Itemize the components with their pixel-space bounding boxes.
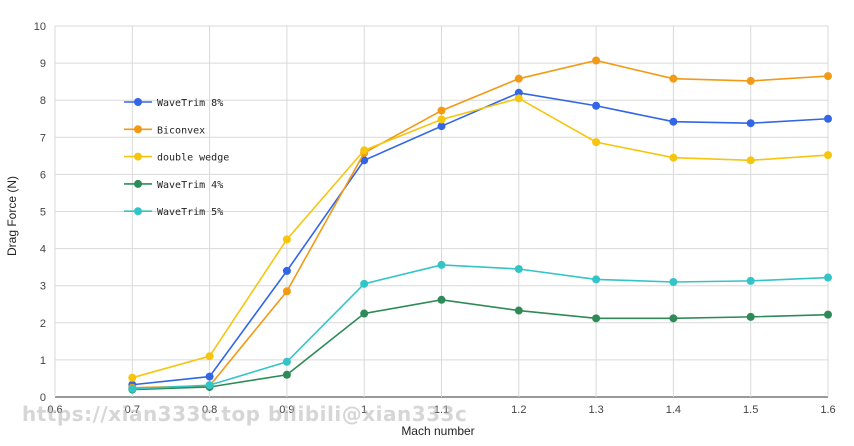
data-point [746,119,755,128]
legend-item: WaveTrim 5% [124,207,223,218]
data-point [437,106,446,115]
data-point [592,275,601,284]
data-point [669,314,678,323]
data-point [592,101,601,110]
y-tick-label: 1 [40,355,46,367]
x-tick-label: 1.6 [820,404,835,416]
data-point [669,117,678,126]
legend-item: double wedge [124,152,229,164]
data-point [824,72,832,81]
y-tick-label: 10 [34,21,46,33]
series-0 [128,88,832,389]
y-tick-label: 2 [40,318,46,330]
data-point [282,235,291,244]
legend-label: WaveTrim 8% [157,98,223,109]
y-tick-label: 8 [40,95,46,107]
y-tick-label: 7 [40,132,46,144]
legend-label: WaveTrim 5% [157,207,223,218]
x-tick-label: 1.2 [511,404,526,416]
legend: WaveTrim 8% Biconvex double wedge WaveTrim … [124,98,229,218]
legend-item: WaveTrim 4% [124,179,223,191]
data-point [360,279,369,288]
legend-label: WaveTrim 4% [157,180,223,191]
legend-swatch-marker [134,179,142,188]
data-point [592,138,601,147]
data-point [514,265,523,274]
y-tick-label: 0 [40,392,46,404]
legend-label: double wedge [157,153,229,164]
y-tick-label: 9 [40,58,46,70]
x-axis-title: Mach number [401,424,474,438]
data-point [128,373,137,382]
data-point [746,76,755,85]
x-tick-label: 1.1 [434,404,449,416]
data-point [437,115,446,124]
y-axis-ticks: 0 1 2 3 4 5 6 7 8 9 10 [34,21,46,404]
data-point [205,372,214,381]
data-point [746,312,755,321]
data-point [437,260,446,269]
data-point [282,266,291,275]
y-tick-label: 3 [40,281,46,293]
x-tick-label: 1.5 [743,404,758,416]
data-point [824,151,832,160]
legend-item: WaveTrim 8% [124,98,223,109]
legend-label: Biconvex [157,125,205,136]
data-point [360,156,369,165]
data-point [205,381,214,390]
data-point [514,88,523,97]
series-line [132,298,829,391]
data-point [437,295,446,304]
series-line [132,91,829,386]
x-tick-label: 0.9 [279,404,294,416]
data-point [205,352,214,361]
data-point [282,287,291,296]
data-point [514,94,523,103]
data-point [669,277,678,286]
legend-swatch-marker [134,207,142,216]
data-point [592,314,601,323]
data-point [437,122,446,131]
y-tick-label: 5 [40,207,46,219]
data-point [824,273,832,282]
y-tick-label: 6 [40,169,46,181]
data-point [360,146,369,155]
x-tick-label: 1.3 [588,404,603,416]
series [128,56,832,394]
data-point [282,370,291,379]
watermark: https://xian333c.top bilibili@xian333c [22,402,468,426]
y-axis-title: Drag Force (N) [5,176,19,256]
series-1 [128,56,832,392]
legend-swatch-marker [134,125,142,134]
series-line [132,264,829,390]
data-point [514,74,523,83]
data-point [669,153,678,162]
data-point [669,74,678,83]
series-line [132,97,829,379]
legend-swatch-marker [134,98,142,106]
data-point [746,156,755,165]
x-tick-label: 1 [361,404,367,416]
data-point [824,114,832,123]
x-tick-label: 1.4 [666,404,681,416]
series-line [132,59,829,389]
data-point [746,276,755,285]
x-tick-label: 0.7 [125,404,140,416]
legend-item: Biconvex [124,125,205,136]
data-point [824,310,832,319]
y-tick-label: 4 [40,244,46,256]
series-2 [128,94,832,382]
data-point [592,56,601,65]
data-point [360,309,369,318]
x-tick-label: 0.6 [47,404,62,416]
data-point [282,357,291,366]
x-axis-ticks: 0.6 0.7 0.8 0.9 1 1.1 1.2 1.3 1.4 1.5 1.6 [47,404,835,416]
x-tick-label: 0.8 [202,404,217,416]
legend-swatch-marker [134,152,142,161]
data-point [514,306,523,315]
series-4 [128,260,832,393]
data-point [128,384,137,393]
